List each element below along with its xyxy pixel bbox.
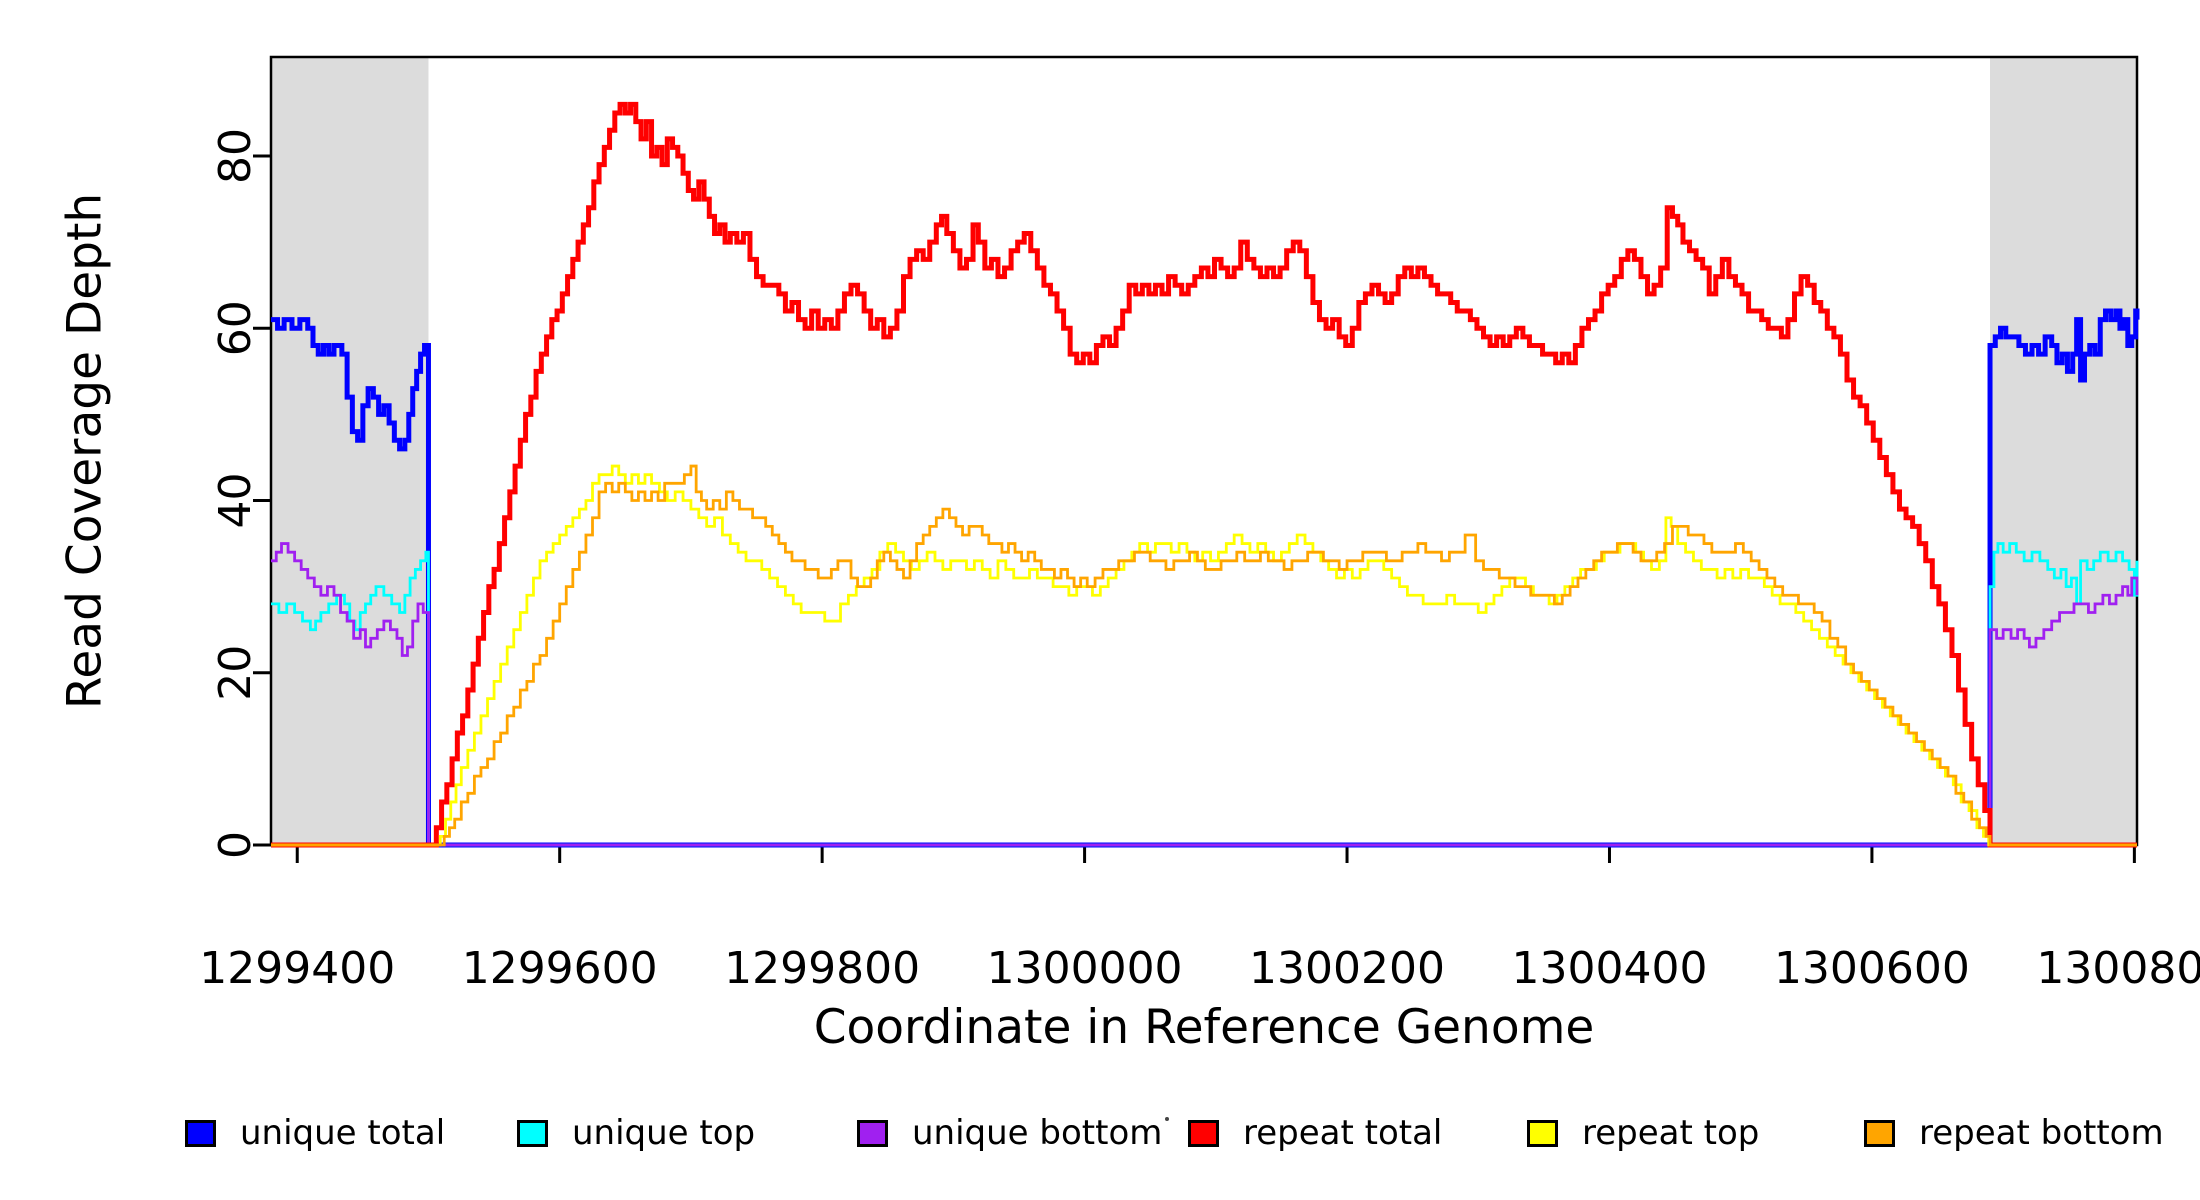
- legend-item-unique-top: unique top: [517, 1108, 755, 1158]
- legend-swatch-repeat-top-icon: [1527, 1119, 1558, 1147]
- legend-label-repeat-total: repeat total: [1243, 1113, 1443, 1153]
- legend-label-repeat-top: repeat top: [1582, 1113, 1760, 1153]
- x-tick-label: 1299600: [462, 943, 658, 994]
- x-tick-label: 1300600: [1774, 943, 1970, 994]
- y-tick-label: 80: [210, 128, 261, 184]
- legend-item-unique-total: unique total: [185, 1108, 445, 1158]
- y-tick-label: 40: [210, 473, 261, 529]
- legend-swatch-repeat-total-icon: [1188, 1119, 1219, 1147]
- y-tick-label: 20: [210, 645, 261, 701]
- series-line-repeat-top: [271, 464, 2137, 847]
- legend-stray-dot: [1165, 1117, 1169, 1121]
- legend-swatch-repeat-bottom-icon: [1864, 1119, 1895, 1147]
- legend-swatch-unique-total-icon: [185, 1119, 216, 1147]
- series-line-repeat-bottom: [271, 464, 2137, 847]
- series-line-unique-top: [271, 542, 2139, 847]
- x-tick-label: 1299800: [724, 943, 920, 994]
- plot-box: [269, 55, 2139, 847]
- legend-item-repeat-total: repeat total: [1188, 1108, 1442, 1158]
- legend: unique total unique top unique bottom re…: [0, 1108, 2200, 1158]
- legend-swatch-unique-bottom-icon: [857, 1119, 888, 1147]
- legend-label-unique-top: unique top: [572, 1113, 756, 1153]
- y-axis-title: Read Coverage Depth: [57, 192, 113, 710]
- series-line-unique-bottom: [271, 542, 2139, 847]
- legend-label-unique-total: unique total: [240, 1113, 446, 1153]
- x-tick-label: 1300200: [1249, 943, 1445, 994]
- x-axis-title: Coordinate in Reference Genome: [813, 1000, 1595, 1055]
- x-tick-label: 1300000: [987, 943, 1183, 994]
- legend-swatch-unique-top-icon: [517, 1119, 548, 1147]
- legend-item-repeat-top: repeat top: [1527, 1108, 1759, 1158]
- legend-item-unique-bottom: unique bottom: [857, 1108, 1162, 1158]
- x-tick-label: 1299400: [199, 943, 395, 994]
- series-line-unique-total: [271, 308, 2140, 848]
- y-tick-label: 60: [210, 300, 261, 356]
- legend-label-unique-bottom: unique bottom: [912, 1113, 1163, 1153]
- y-tick-label: 0: [210, 831, 261, 859]
- legend-label-repeat-bottom: repeat bottom: [1919, 1113, 2164, 1153]
- x-tick-label: 1300400: [1511, 943, 1707, 994]
- series-line-repeat-total: [271, 101, 2137, 848]
- shaded-region-1: [1990, 57, 2137, 845]
- legend-item-repeat-bottom: repeat bottom: [1864, 1108, 2164, 1158]
